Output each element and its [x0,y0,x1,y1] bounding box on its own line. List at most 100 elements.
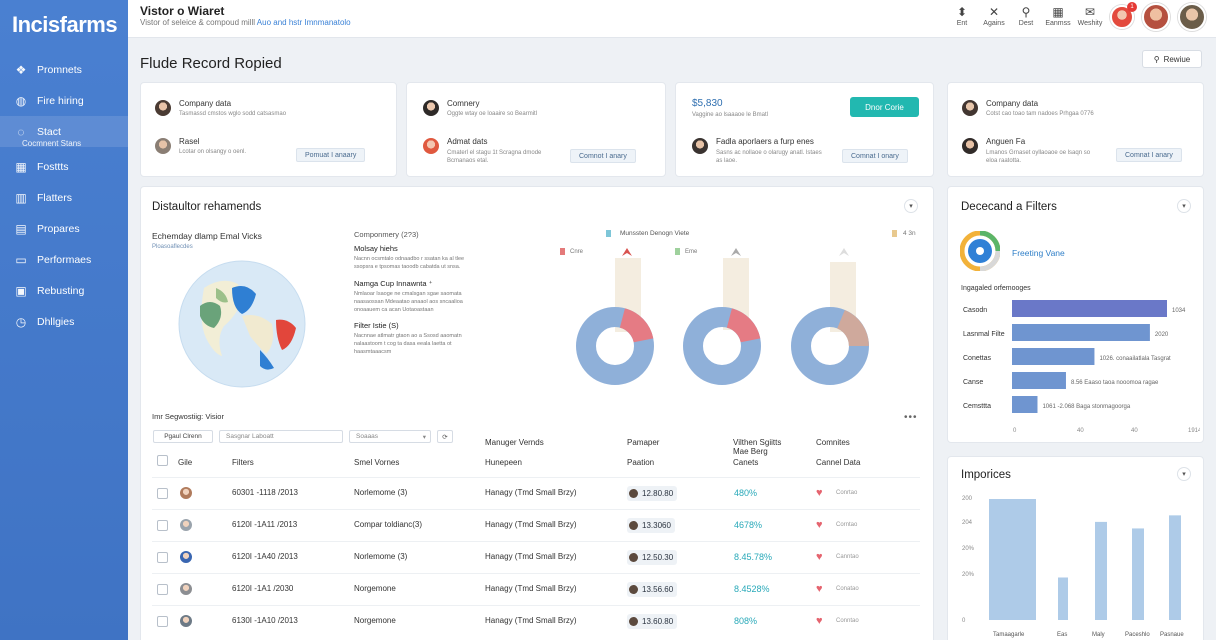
row-hunepeen: Hanagy (Tmd Small Brzy) [485,488,577,497]
bar[interactable] [1012,348,1095,365]
heart-icon[interactable]: ♥ [816,487,823,499]
table-row[interactable]: 6120I -1A11 /2013 Compar toldianc(3) Hanag… [152,509,920,541]
select-all-checkbox[interactable] [157,455,168,466]
row-checkbox[interactable] [157,488,168,499]
axis-tick: 40 [1131,428,1138,434]
component-note-title: Molsay hiehs [354,244,398,253]
position-pill: 12.80.80 [627,486,678,501]
axis-tick: 1914 [1188,428,1200,434]
sidebar-item-label: Stact [37,125,61,138]
bar-label: Lasnmal Filte [963,331,1005,338]
avatar-group: 1 [1110,2,1206,31]
bar[interactable] [1169,515,1181,620]
user-avatar[interactable] [1142,3,1170,31]
row-checkbox[interactable] [157,552,168,563]
sidebar-item-7[interactable]: ▣ Rebusting [0,275,128,306]
review-button[interactable]: ⚲ Rewiue [1142,50,1202,68]
column-header[interactable]: Canets [733,458,759,467]
heart-icon[interactable]: ♥ [816,519,823,531]
donut-charts [576,248,869,385]
toolbar-cross-button[interactable]: ✕ Agains [978,4,1010,27]
search-icon: ⚲ [1153,54,1160,64]
card-primary-button[interactable]: Dnor Corie [850,97,919,117]
bar[interactable] [1012,300,1167,317]
card-action-button[interactable]: Comnat I anary [1116,148,1182,162]
bar[interactable] [989,499,1036,620]
top-header: Vistor o Wiaret Vistor of seleice & comp… [128,0,1216,38]
chevron-down-icon[interactable]: ▾ [1177,467,1191,481]
column-header[interactable]: Smel Vornes [354,458,400,467]
avatar [180,583,192,595]
sidebar-item-8[interactable]: ◷ Dhllgies [0,306,128,337]
row-checkbox[interactable] [157,616,168,627]
card-row-sub: Lcotar on olsangy o oenl. [179,149,247,155]
notification-avatar-wrap[interactable]: 1 [1110,2,1137,31]
globe-map[interactable] [176,258,308,390]
summary-card-3: $5,830 Vaggine ao lsaaaoe le Bmatl Dnor … [675,82,934,177]
position-pill: 13.60.80 [627,614,678,629]
sidebar-item-0[interactable]: ❖ Promnets [0,54,128,85]
axis-tick: 40 [1077,428,1084,434]
component-note-line: haasmtaaacsm [354,349,392,355]
refresh-icon[interactable]: ⟳ [437,430,453,443]
column-header[interactable]: Gile [178,458,193,467]
bar-value: 1061 -2.068 Baga stonmagoorga [1042,404,1130,410]
sidebar-item-1[interactable]: ◍ Fire hiring [0,85,128,116]
table-row[interactable]: 6130I -1A10 /2013 Norgemone Hanagy (Tmd Sm… [152,605,920,637]
row-checkbox[interactable] [157,584,168,595]
sidebar-item-4[interactable]: ▥ Flatters [0,182,128,213]
heart-icon[interactable]: ♥ [816,583,823,595]
filter-button[interactable]: Pgaul Clrenn [153,430,213,443]
row-hunepeen: Hanagy (Tmd Small Brzy) [485,552,577,561]
bar[interactable] [1012,396,1038,413]
table-row[interactable]: 60301 -1118 /2013 Norlemome (3) Hanagy (Tm… [152,477,920,509]
card-action-button[interactable]: Comnat I onary [842,149,908,163]
table-row[interactable]: 6120I -1A40 /2013 Norlemome (3) Hanagy (Tm… [152,541,920,573]
bar[interactable] [1058,577,1068,620]
header-subtitle-link[interactable]: Auo and hstr Imnmanatolo [256,18,351,27]
heart-icon[interactable]: ♥ [816,615,823,627]
chevron-down-icon[interactable]: ▾ [904,199,918,213]
marker-icon [622,248,632,256]
card-action-button[interactable]: Pomuat I anaary [296,148,366,162]
toolbar-mail-button[interactable]: ✉ Weshity [1074,4,1106,27]
page-title: Flude Record Ropied [140,55,282,72]
sidebar-item-3[interactable]: ▦ Fosttts [0,151,128,182]
toolbar-pin-button[interactable]: ⚲ Dest [1010,4,1042,27]
column-header[interactable]: Filters [232,458,254,467]
row-percent: 8.45.78% [734,552,773,562]
component-note-line: naasaossan Mdeaatao anaaol aos sncaalioa [354,299,463,305]
column-header[interactable]: Cannel Data [816,458,861,467]
status-select[interactable]: Soaaas ▾ [349,430,431,443]
more-options-icon[interactable]: ••• [904,412,918,423]
globe-icon: ◍ [15,93,27,108]
bar-value: 2020 [1155,332,1169,338]
column-header[interactable]: Paation [627,458,655,467]
bar[interactable] [1095,521,1107,620]
filter-badge-icon [960,231,1000,271]
chevron-down-icon[interactable]: ▾ [1177,199,1191,213]
toolbar-calendar-button[interactable]: ▦ Eanmss [1042,4,1074,27]
bar-value: 8.56 Eaaso taoa nooomoa ragae [1071,380,1159,386]
toolbar-arrows-button[interactable]: ⬍ Ent [946,4,978,27]
search-input[interactable]: Sasgnar Laboatt [219,430,343,443]
heart-icon[interactable]: ♥ [816,551,823,563]
card-row-title: Comnery [447,99,480,108]
column-group-header: Manuger Vernds [485,438,544,447]
sidebar-item-2[interactable]: ◌ Stact [0,116,128,147]
notification-avatar[interactable] [1110,5,1134,29]
filter-chart-header: Ingagaled orfemooges [961,285,1031,292]
bar[interactable] [1012,372,1066,389]
bar[interactable] [1012,324,1150,341]
card-action-button[interactable]: Comnot I anary [570,149,636,163]
row-confirmation: Canntao [836,554,859,560]
sidebar-item-6[interactable]: ▭ Performaes [0,244,128,275]
toolbar-label: Dest [1018,20,1034,27]
table-row[interactable]: 6120I -1A1 /2030 Norgemone Hanagy (Tmd Sma… [152,573,920,605]
row-checkbox[interactable] [157,520,168,531]
bar[interactable] [1132,528,1144,620]
sidebar-item-5[interactable]: ▤ Propares [0,213,128,244]
user-avatar-secondary[interactable] [1178,3,1206,31]
row-percent: 8.4528% [734,584,770,594]
column-header[interactable]: Hunepeen [485,458,522,467]
